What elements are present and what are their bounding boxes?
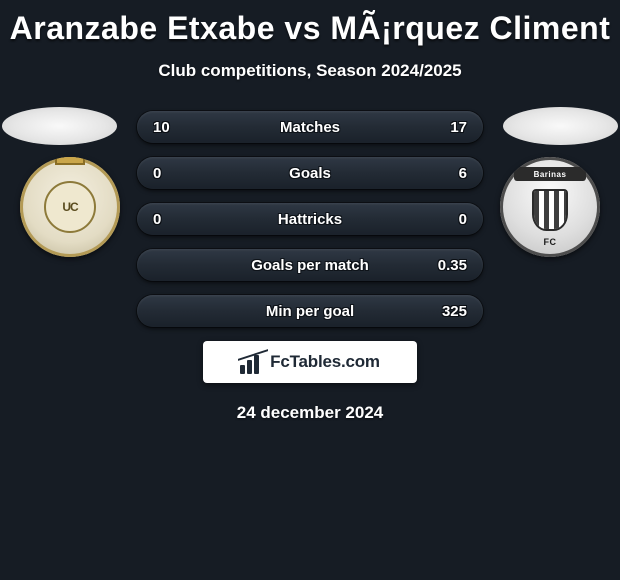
- stat-row-matches: 10 Matches 17: [137, 111, 483, 143]
- stat-right-value: 325: [427, 303, 467, 320]
- stat-right-value: 0: [427, 211, 467, 228]
- stat-left-value: 10: [153, 119, 193, 136]
- country-flag-left: [2, 107, 117, 145]
- arena: UC Barinas FC 10 Matches 17 0 Goals 6 0 …: [0, 99, 620, 423]
- club-badge-right: Barinas FC: [500, 157, 600, 257]
- club-badge-right-shield: [532, 189, 568, 231]
- page-title: Aranzabe Etxabe vs MÃ¡rquez Climent: [0, 0, 620, 47]
- subtitle: Club competitions, Season 2024/2025: [0, 61, 620, 81]
- stat-right-value: 0.35: [427, 257, 467, 274]
- stat-label: Goals: [289, 165, 331, 182]
- date-line: 24 december 2024: [0, 403, 620, 423]
- stat-right-value: 17: [427, 119, 467, 136]
- stat-row-hattricks: 0 Hattricks 0: [137, 203, 483, 235]
- club-badge-right-banner: Barinas: [514, 167, 586, 181]
- club-badge-left-initials: UC: [44, 181, 96, 233]
- country-flag-right: [503, 107, 618, 145]
- club-badge-right-fc: FC: [544, 237, 557, 247]
- stat-label: Min per goal: [266, 303, 354, 320]
- stat-row-goals: 0 Goals 6: [137, 157, 483, 189]
- stat-label: Goals per match: [251, 257, 369, 274]
- stat-row-goals-per-match: Goals per match 0.35: [137, 249, 483, 281]
- stats-bars: 10 Matches 17 0 Goals 6 0 Hattricks 0 Go…: [137, 99, 483, 327]
- stat-label: Hattricks: [278, 211, 342, 228]
- club-badge-left: UC: [20, 157, 120, 257]
- stat-right-value: 6: [427, 165, 467, 182]
- stat-row-min-per-goal: Min per goal 325: [137, 295, 483, 327]
- brand-box: FcTables.com: [203, 341, 417, 383]
- stat-left-value: 0: [153, 211, 193, 228]
- comparison-card: Aranzabe Etxabe vs MÃ¡rquez Climent Club…: [0, 0, 620, 580]
- bar-chart-icon: [240, 350, 264, 374]
- stat-left-value: 0: [153, 165, 193, 182]
- brand-text: FcTables.com: [270, 352, 380, 372]
- stat-label: Matches: [280, 119, 340, 136]
